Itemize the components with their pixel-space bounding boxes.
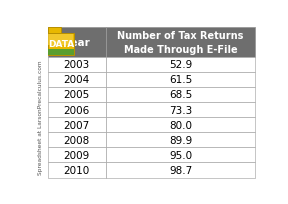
Bar [106,103,255,118]
Bar [48,58,106,72]
Bar [106,72,255,88]
Bar [106,118,255,133]
FancyBboxPatch shape [48,28,61,34]
Text: 89.9: 89.9 [169,135,192,145]
Text: 68.5: 68.5 [169,90,192,100]
Text: 2003: 2003 [64,60,90,70]
Bar [48,133,106,148]
Bar [48,72,106,88]
Bar [48,118,106,133]
Text: 98.7: 98.7 [169,165,192,175]
Bar [106,58,255,72]
Text: 73.3: 73.3 [169,105,192,115]
Bar [106,88,255,103]
Bar [106,133,255,148]
Text: Number of Tax Returns
Made Through E-File: Number of Tax Returns Made Through E-Fil… [117,31,244,55]
Text: 80.0: 80.0 [169,120,192,130]
Text: 61.5: 61.5 [169,75,192,85]
Bar [48,50,74,56]
Bar [48,28,106,58]
Text: Year: Year [64,38,90,48]
Bar [48,103,106,118]
Text: 2005: 2005 [64,90,90,100]
Bar [48,163,106,178]
Text: 2004: 2004 [64,75,90,85]
Bar [106,28,255,58]
Text: 52.9: 52.9 [169,60,192,70]
Bar [48,148,106,163]
Text: 2010: 2010 [64,165,90,175]
Text: 95.0: 95.0 [169,150,192,160]
Bar [48,88,106,103]
FancyBboxPatch shape [48,34,74,56]
Bar [106,163,255,178]
Text: 2006: 2006 [64,105,90,115]
Text: 2008: 2008 [64,135,90,145]
Bar [106,148,255,163]
Text: Spreadsheet at LarsonPrecalculus.com: Spreadsheet at LarsonPrecalculus.com [38,61,43,175]
Text: DATA: DATA [48,40,74,49]
Bar [48,34,73,46]
Text: 2009: 2009 [64,150,90,160]
Text: 2007: 2007 [64,120,90,130]
